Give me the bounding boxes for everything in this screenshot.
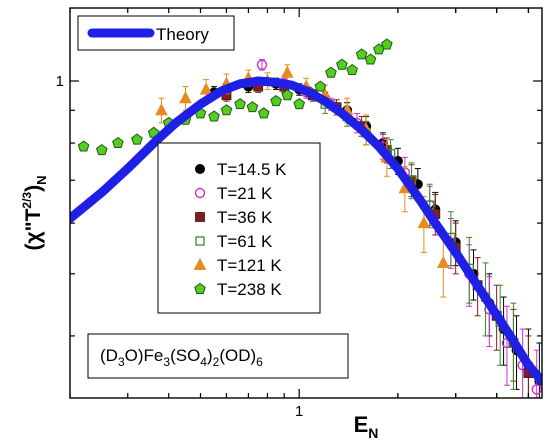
data-point bbox=[364, 53, 377, 65]
data-point bbox=[293, 98, 306, 110]
legend-label: T=238 K bbox=[217, 280, 282, 299]
legend-label: T=121 K bbox=[217, 256, 282, 275]
data-point bbox=[208, 110, 220, 122]
legend-marker bbox=[195, 212, 205, 222]
data-point bbox=[131, 133, 143, 145]
data-point bbox=[436, 255, 450, 268]
series-t-238-k bbox=[77, 38, 393, 156]
data-point bbox=[314, 80, 327, 92]
x-tick-label: 1 bbox=[295, 403, 303, 420]
data-point bbox=[325, 66, 337, 78]
data-point bbox=[234, 98, 246, 110]
legend-marker bbox=[193, 257, 207, 270]
y-axis-title: (χ"T2/3)N bbox=[20, 176, 49, 251]
legend-label: T=61 K bbox=[217, 232, 273, 251]
data-point bbox=[256, 59, 268, 70]
data-point bbox=[531, 384, 542, 395]
plot-area bbox=[70, 38, 542, 398]
data-point bbox=[112, 136, 124, 149]
formula-box bbox=[87, 333, 349, 379]
axes: 1 1 EN (χ"T2/3)N bbox=[20, 7, 543, 441]
data-point bbox=[155, 103, 168, 116]
legend-marker bbox=[195, 236, 205, 246]
data-point bbox=[199, 82, 213, 95]
data-point bbox=[355, 48, 368, 60]
series-legend-box bbox=[157, 142, 321, 314]
data-point bbox=[179, 91, 192, 104]
data-point bbox=[95, 144, 108, 156]
legend: Theory T=14.5 K T=21 K T=36 K T=61 K T=121 K T… bbox=[77, 15, 349, 379]
legend-label: T=21 K bbox=[217, 184, 273, 203]
legend-label: T=36 K bbox=[217, 208, 273, 227]
legend-marker bbox=[195, 164, 205, 174]
data-point bbox=[77, 140, 90, 152]
data-point bbox=[220, 104, 233, 116]
data-point bbox=[346, 63, 358, 76]
theory-legend-label: Theory bbox=[156, 25, 209, 44]
plot-frame bbox=[69, 7, 543, 399]
data-point bbox=[246, 101, 259, 113]
data-point bbox=[258, 107, 270, 119]
data-point bbox=[281, 89, 294, 101]
x-axis-title: EN bbox=[354, 412, 379, 441]
data-point bbox=[336, 58, 348, 70]
data-point bbox=[281, 65, 294, 78]
series-t-61-k bbox=[320, 94, 519, 390]
data-point bbox=[417, 216, 431, 229]
formula-label: (D3O)Fe3(SO4)2(OD)6 bbox=[100, 346, 263, 369]
data-point bbox=[381, 38, 393, 50]
legend-label: T=14.5 K bbox=[217, 160, 287, 179]
legend-marker bbox=[194, 187, 206, 199]
data-point bbox=[270, 95, 282, 107]
theory-curve bbox=[70, 76, 542, 386]
y-tick-label: 1 bbox=[56, 73, 64, 90]
legend-marker bbox=[194, 282, 206, 294]
